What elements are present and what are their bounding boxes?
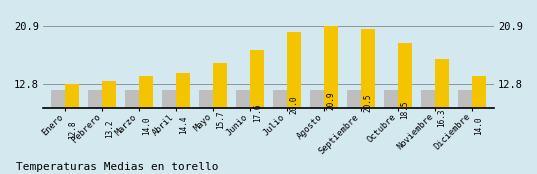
Bar [435, 59, 449, 174]
Text: 14.0: 14.0 [475, 117, 483, 135]
Bar [213, 63, 227, 174]
Bar [51, 90, 65, 174]
Bar [199, 90, 213, 174]
Bar [347, 90, 361, 174]
Bar [287, 32, 301, 174]
Bar [250, 50, 264, 174]
Bar [139, 76, 154, 174]
Bar [125, 90, 139, 174]
Text: Temperaturas Medias en torello: Temperaturas Medias en torello [16, 162, 219, 172]
Bar [162, 90, 176, 174]
Text: 20.5: 20.5 [364, 93, 373, 112]
Text: 15.7: 15.7 [216, 110, 225, 129]
Text: 16.3: 16.3 [438, 108, 447, 127]
Bar [324, 26, 338, 174]
Bar [236, 90, 250, 174]
Text: 13.2: 13.2 [105, 120, 114, 138]
Bar [458, 90, 471, 174]
Bar [88, 90, 102, 174]
Bar [361, 29, 375, 174]
Text: 14.4: 14.4 [179, 115, 188, 134]
Bar [472, 76, 486, 174]
Text: 17.6: 17.6 [253, 104, 262, 122]
Bar [103, 81, 117, 174]
Bar [176, 73, 190, 174]
Text: 14.0: 14.0 [142, 117, 151, 135]
Text: 20.0: 20.0 [289, 95, 299, 113]
Bar [420, 90, 434, 174]
Text: 20.9: 20.9 [326, 92, 336, 110]
Bar [66, 84, 79, 174]
Bar [310, 90, 324, 174]
Text: 12.8: 12.8 [68, 121, 77, 139]
Bar [273, 90, 287, 174]
Bar [383, 90, 398, 174]
Text: 18.5: 18.5 [401, 100, 410, 119]
Bar [398, 43, 412, 174]
